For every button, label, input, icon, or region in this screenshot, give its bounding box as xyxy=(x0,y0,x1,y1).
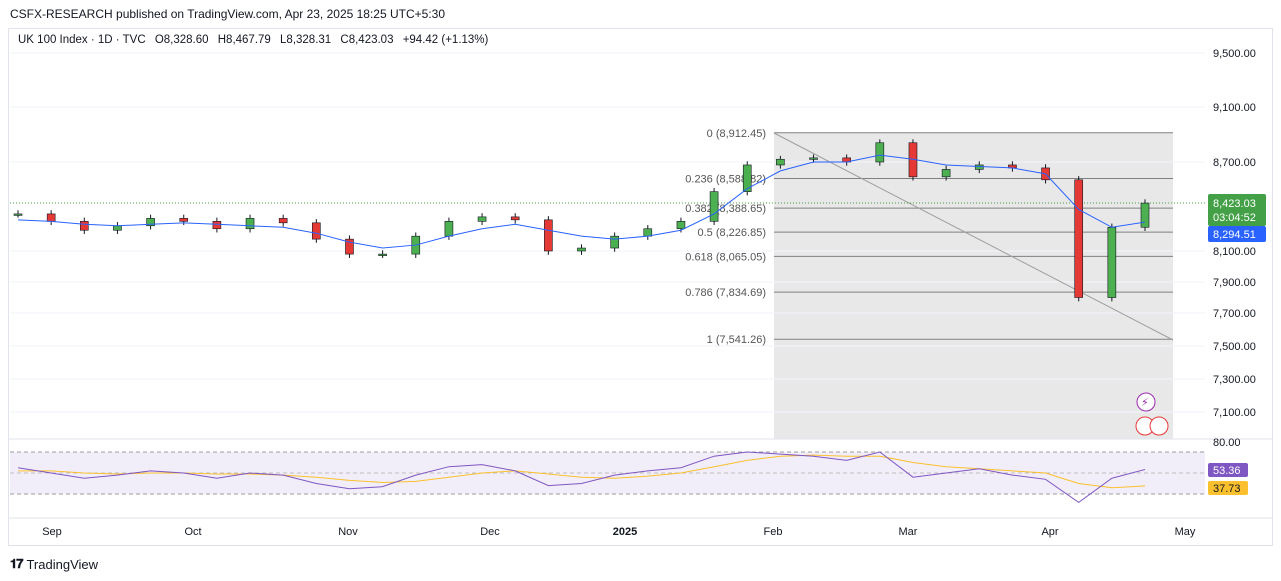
candle-body xyxy=(378,253,387,256)
rsi-value-label: 53.36 xyxy=(1213,465,1241,477)
candle-body xyxy=(643,228,653,237)
rsi-badge xyxy=(1208,463,1248,477)
candle-body xyxy=(510,216,520,221)
y-tick-label: 7,900.00 xyxy=(1213,277,1256,289)
lightning-icon xyxy=(1136,392,1156,412)
rsi-line xyxy=(17,451,1146,504)
candle-body xyxy=(742,164,752,192)
tradingview-logo-icon: 𝟏𝟕 xyxy=(10,556,24,571)
candle-body xyxy=(179,218,189,222)
candle-body xyxy=(577,247,586,252)
candle-body xyxy=(212,221,222,230)
fib-zone xyxy=(774,133,1173,439)
last-price-label: 8,423.03 xyxy=(1213,198,1256,210)
x-tick-label: Nov xyxy=(338,526,358,538)
x-tick-label: Feb xyxy=(764,526,783,538)
candle-body xyxy=(278,218,288,224)
fib-level-label: 0.382 (8,388.65) xyxy=(685,203,766,215)
lightning-glyph: ⚡ xyxy=(1141,396,1149,409)
fib-level-label: 0.618 (8,065.05) xyxy=(685,251,766,263)
y-tick-label: 7,300.00 xyxy=(1213,374,1256,386)
candle-body xyxy=(709,191,719,222)
y-axis: 9,500.00 9,100.00 8,700.00 8,100.00 7,900.00… xyxy=(1213,48,1256,419)
fib-retracement: 0 (8,912.45) 0.236 (8,588.82) 0.382 (8,388… xyxy=(685,128,1173,346)
candle-body xyxy=(875,142,885,163)
ma-line xyxy=(17,154,1146,249)
x-tick-label: Apr xyxy=(1041,526,1058,538)
candle-body xyxy=(809,157,818,160)
x-tick-label: Sep xyxy=(42,526,62,538)
candle-body xyxy=(46,213,56,222)
rsi-ma-badge xyxy=(1208,481,1248,495)
legend-open: O8,328.60 xyxy=(154,34,209,46)
price-grid xyxy=(10,52,1205,413)
candle-body xyxy=(477,216,487,222)
legend-low: L8,328.31 xyxy=(280,34,332,46)
candle-body xyxy=(345,238,354,255)
y-tick-label: 8,700.00 xyxy=(1213,157,1256,169)
fib-level-label: 0.5 (8,226.85) xyxy=(698,227,767,239)
publisher-line: CSFX-RESEARCH published on TradingView.c… xyxy=(10,7,446,21)
ma-badge xyxy=(1208,226,1266,242)
candle-body xyxy=(544,219,553,252)
y-tick-label: 9,100.00 xyxy=(1213,102,1256,114)
rsi-axis-tick: 80.00 xyxy=(1213,437,1241,449)
y-tick-label: 9,500.00 xyxy=(1213,48,1256,60)
uk-flag-icon-2 xyxy=(1149,416,1169,436)
fib-level-label: 1 (7,541.26) xyxy=(707,334,766,346)
candle-body xyxy=(444,221,454,237)
x-tick-label: Mar xyxy=(899,526,918,538)
chart-frame xyxy=(8,28,1273,546)
x-tick-label: Dec xyxy=(480,526,500,538)
candle-body xyxy=(113,225,122,231)
candle-body xyxy=(941,169,951,178)
y-tick-label: 8,100.00 xyxy=(1213,246,1256,258)
y-tick-label: 7,500.00 xyxy=(1213,341,1256,353)
footer[interactable]: 𝟏𝟕 TradingView xyxy=(10,556,98,572)
candle-body xyxy=(676,221,686,230)
fib-level-label: 0.786 (7,834.69) xyxy=(685,287,766,299)
fib-trendline xyxy=(773,132,1174,341)
legend-change: +94.42 (+1.13%) xyxy=(402,34,489,46)
x-tick-label: 2025 xyxy=(613,526,637,538)
candle-body xyxy=(776,158,785,166)
candle-body xyxy=(974,164,984,170)
candle-body xyxy=(79,221,89,231)
legend-symbol: UK 100 Index · 1D · TVC xyxy=(18,34,146,46)
candle-body xyxy=(1074,179,1084,298)
countdown-label: 03:04:52 xyxy=(1213,212,1256,224)
chart-legend: UK 100 Index · 1D · TVC O8,328.60 H8,467… xyxy=(18,34,494,46)
x-axis: Sep Oct Nov Dec 2025 Feb Mar Apr May xyxy=(42,526,1196,538)
candle-body xyxy=(245,218,255,230)
x-tick-label: May xyxy=(1175,526,1196,538)
fib-level-label: 0.236 (8,588.82) xyxy=(685,173,766,185)
last-price-badge xyxy=(1208,194,1266,226)
candle-body xyxy=(13,213,23,216)
y-tick-label: 7,700.00 xyxy=(1213,308,1256,320)
candle-body xyxy=(1140,202,1150,228)
rsi-ma-value-label: 37.73 xyxy=(1213,483,1241,495)
y-tick-label: 7,100.00 xyxy=(1213,407,1256,419)
candle-body xyxy=(1107,226,1117,298)
x-tick-label: Oct xyxy=(184,526,201,538)
legend-high: H8,467.79 xyxy=(217,34,271,46)
candle-body xyxy=(312,222,321,240)
rsi-ma-line xyxy=(18,454,1146,489)
footer-brand: TradingView xyxy=(26,556,99,572)
legend-close: C8,423.03 xyxy=(340,34,394,46)
candle-body xyxy=(610,235,619,249)
fib-level-label: 0 (8,912.45) xyxy=(707,128,766,140)
ma-label: 8,294.51 xyxy=(1213,229,1256,241)
candle-body xyxy=(146,218,155,227)
